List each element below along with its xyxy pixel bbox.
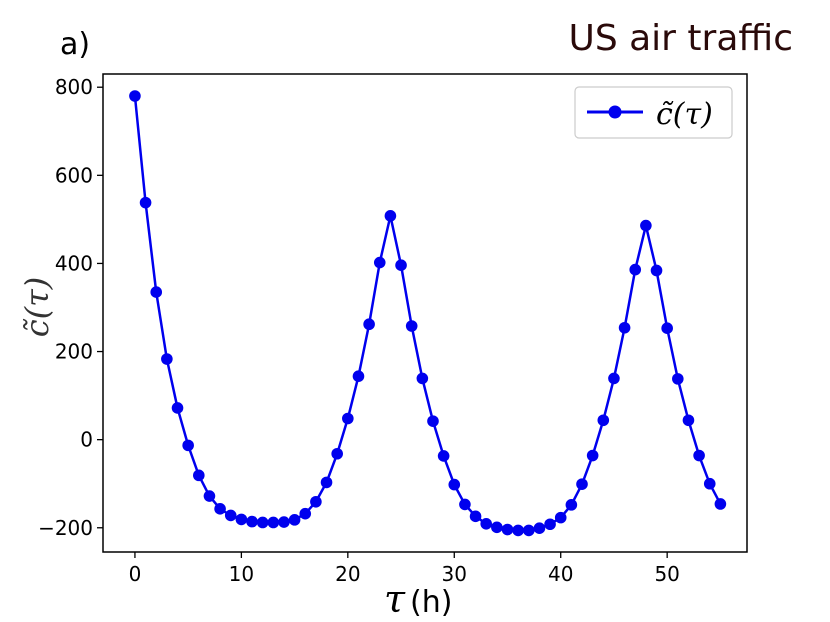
legend-marker-swatch	[608, 105, 622, 119]
x-tick-label: 40	[548, 562, 573, 586]
data-point	[320, 476, 333, 489]
data-point	[373, 256, 386, 269]
data-point	[448, 478, 461, 491]
data-point	[501, 523, 514, 536]
data-point	[150, 286, 163, 298]
data-point	[586, 449, 599, 462]
data-point	[267, 516, 280, 529]
data-point	[288, 514, 301, 526]
data-point	[384, 210, 397, 222]
y-tick-label: 200	[55, 340, 93, 364]
series-layer	[129, 90, 727, 537]
data-point	[224, 509, 237, 522]
data-point	[246, 515, 258, 528]
y-tick-label: −200	[38, 516, 93, 540]
data-point	[416, 372, 429, 385]
x-axis-label-symbol: τ	[384, 577, 406, 621]
data-point	[629, 263, 642, 276]
data-point	[714, 498, 727, 510]
data-point	[235, 513, 248, 526]
legend: c̃(τ)	[574, 86, 733, 139]
data-point	[193, 469, 205, 482]
data-point	[256, 516, 269, 529]
data-point	[682, 414, 695, 427]
data-point	[512, 524, 524, 537]
data-point	[533, 522, 546, 535]
data-point	[576, 478, 588, 490]
data-point	[618, 321, 631, 334]
plot-frame	[102, 73, 748, 553]
data-point	[459, 498, 471, 511]
data-point	[139, 196, 152, 209]
data-point	[299, 507, 312, 520]
y-tick-label: 0	[80, 428, 93, 452]
data-point	[693, 449, 705, 462]
data-point	[427, 415, 439, 427]
data-point	[129, 90, 141, 102]
y-axis-label: c̃(τ)	[18, 277, 56, 338]
data-point	[597, 414, 610, 427]
x-tick-label: 30	[442, 562, 467, 586]
data-point	[342, 412, 354, 425]
data-point	[544, 518, 556, 531]
data-point	[278, 516, 290, 528]
data-point	[331, 447, 343, 460]
data-point	[203, 490, 216, 502]
x-tick-label: 50	[654, 562, 679, 586]
data-point	[363, 318, 375, 331]
data-point	[640, 219, 652, 232]
data-point	[161, 353, 173, 365]
x-tick-label: 10	[229, 562, 254, 586]
data-point	[650, 264, 663, 277]
data-point	[437, 450, 450, 462]
data-point	[703, 477, 716, 490]
x-axis-label-unit: (h)	[410, 585, 452, 620]
data-point	[565, 499, 578, 511]
data-point	[405, 320, 418, 332]
data-point	[608, 372, 620, 385]
data-point	[395, 259, 407, 272]
data-point	[554, 511, 567, 524]
data-point	[661, 322, 673, 334]
y-tick-label: 800	[55, 75, 93, 99]
data-point	[491, 521, 503, 534]
data-point	[171, 402, 184, 414]
y-tick-label: 600	[55, 163, 93, 187]
data-point	[469, 510, 482, 523]
legend-box	[574, 86, 733, 139]
y-tick-label: 400	[55, 251, 93, 275]
data-point	[352, 370, 365, 383]
x-tick-label: 0	[129, 562, 142, 586]
series-line	[133, 95, 722, 532]
panel-label: a)	[60, 27, 90, 62]
data-point	[182, 439, 194, 452]
data-point	[214, 503, 226, 515]
x-tick-label: 20	[335, 562, 360, 586]
ticks-layer: 0 10 20 30 40 50 −200 0 200 400 600 800	[38, 75, 680, 586]
chart-title: US air traffic	[568, 18, 793, 59]
data-point	[522, 524, 535, 537]
legend-label: c̃(τ)	[656, 97, 713, 132]
data-point	[310, 495, 322, 508]
data-point	[480, 518, 493, 530]
data-point	[672, 373, 684, 385]
